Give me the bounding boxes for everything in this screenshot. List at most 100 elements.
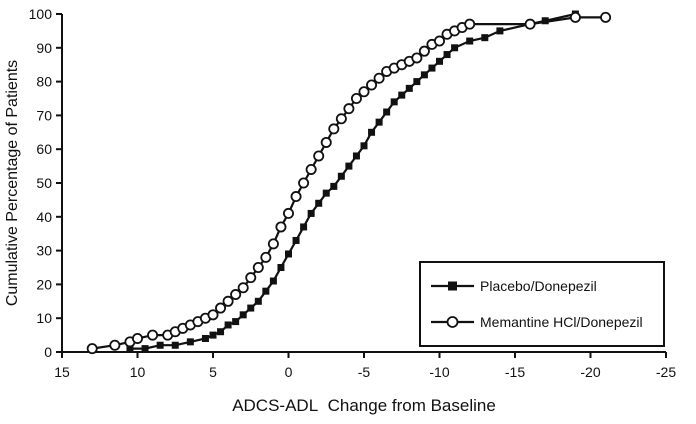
circle-marker <box>373 72 385 84</box>
circle-marker <box>290 191 302 203</box>
square-marker <box>247 304 255 312</box>
circle-marker <box>267 238 279 250</box>
circle-marker <box>230 289 242 301</box>
x-tick-label: 15 <box>54 364 70 380</box>
y-tick-label: 30 <box>36 243 52 259</box>
circle-marker <box>366 79 378 91</box>
legend: Placebo/Donepezil Memantine HCl/Donepezi… <box>419 261 665 347</box>
square-marker <box>466 37 474 45</box>
square-marker <box>360 142 368 150</box>
square-marker <box>481 34 489 42</box>
y-tick-label: 0 <box>44 344 52 360</box>
y-tick-label: 50 <box>36 175 52 191</box>
circle-marker <box>260 251 272 263</box>
square-marker <box>330 182 338 190</box>
y-tick-label: 20 <box>36 276 52 292</box>
circle-marker <box>147 329 159 341</box>
square-marker <box>398 91 406 99</box>
square-marker <box>156 341 164 349</box>
circle-marker <box>282 207 294 219</box>
circle-marker <box>298 177 310 189</box>
circle-marker <box>569 11 581 23</box>
circle-marker <box>245 272 257 284</box>
square-marker <box>254 297 262 305</box>
x-tick-label: 0 <box>285 364 293 380</box>
legend-label-memantine: Memantine HCl/Donepezil <box>480 314 643 330</box>
circle-marker <box>237 282 249 294</box>
legend-marker-square-icon <box>448 281 457 291</box>
circle-marker <box>109 339 121 351</box>
square-marker <box>322 189 330 197</box>
square-marker <box>315 199 323 207</box>
circle-marker <box>524 18 536 30</box>
square-marker <box>413 78 421 86</box>
square-marker <box>262 287 270 295</box>
square-marker <box>209 331 217 339</box>
square-marker <box>307 209 315 217</box>
circle-marker <box>600 11 612 23</box>
square-marker <box>352 152 360 160</box>
square-marker <box>496 27 504 35</box>
square-marker <box>217 328 225 336</box>
square-marker <box>405 84 413 92</box>
circle-marker <box>207 309 219 321</box>
x-tick-label: -20 <box>580 364 600 380</box>
x-tick-label: -5 <box>358 364 371 380</box>
square-marker <box>277 264 285 271</box>
square-marker <box>141 345 149 353</box>
circle-marker <box>313 150 325 162</box>
square-marker <box>368 128 376 136</box>
square-marker <box>337 172 345 180</box>
circle-marker <box>358 86 370 98</box>
circle-marker <box>131 332 143 344</box>
circle-marker <box>215 302 227 314</box>
circle-marker <box>86 343 98 355</box>
square-marker <box>269 277 277 285</box>
square-marker <box>232 318 240 326</box>
square-marker <box>126 345 134 353</box>
square-marker <box>292 236 300 244</box>
circle-marker <box>335 113 347 125</box>
square-marker <box>443 51 451 59</box>
y-tick-label: 70 <box>36 107 52 123</box>
y-tick-label: 40 <box>36 209 52 225</box>
plot-area: 15 10 5 0 -5 -10 -15 -20 -2501020304050607080901… <box>29 6 677 380</box>
x-tick-label: 5 <box>209 364 217 380</box>
circle-marker <box>464 18 476 30</box>
square-marker <box>436 57 443 65</box>
x-tick-label: 10 <box>130 364 146 380</box>
square-marker <box>224 321 232 329</box>
y-tick-label: 10 <box>36 310 52 326</box>
square-marker <box>451 44 459 52</box>
square-marker <box>428 64 436 72</box>
circle-marker <box>418 45 430 57</box>
square-marker <box>345 162 353 170</box>
square-marker <box>186 338 194 346</box>
circle-marker <box>222 295 234 307</box>
y-tick-label: 100 <box>29 6 53 22</box>
square-marker <box>239 311 247 319</box>
circle-marker <box>252 261 264 273</box>
legend-label-placebo: Placebo/Donepezil <box>480 278 597 294</box>
square-marker <box>383 108 391 116</box>
circle-marker <box>320 136 332 148</box>
circle-marker <box>350 93 362 105</box>
y-tick-label: 90 <box>36 40 52 56</box>
y-tick-label: 60 <box>36 141 52 157</box>
square-marker <box>420 71 428 79</box>
square-marker <box>375 118 383 126</box>
circle-marker <box>433 35 445 47</box>
legend-marker-circle-icon <box>446 316 459 328</box>
circle-marker <box>275 221 287 233</box>
square-marker <box>390 98 398 106</box>
y-axis-title: Cumulative Percentage of Patients <box>4 60 21 306</box>
x-tick-label: -10 <box>429 364 449 380</box>
circle-marker <box>305 163 317 175</box>
circle-marker <box>411 52 423 64</box>
square-marker <box>201 334 209 342</box>
square-marker <box>285 250 292 258</box>
y-tick-label: 80 <box>36 74 52 90</box>
x-axis-title: ADCS-ADL Change from Baseline <box>232 396 496 415</box>
